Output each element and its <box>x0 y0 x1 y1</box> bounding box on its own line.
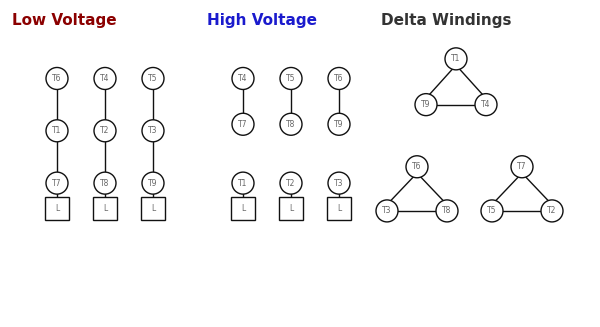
Text: T5: T5 <box>487 206 497 215</box>
Text: T5: T5 <box>148 74 158 83</box>
Text: T9: T9 <box>148 179 158 188</box>
Text: L: L <box>55 204 59 213</box>
FancyBboxPatch shape <box>279 198 303 220</box>
Ellipse shape <box>406 156 428 178</box>
Ellipse shape <box>445 48 467 70</box>
Text: L: L <box>103 204 107 213</box>
Ellipse shape <box>46 67 68 90</box>
Ellipse shape <box>46 120 68 142</box>
Text: T4: T4 <box>481 100 491 109</box>
Text: T6: T6 <box>412 162 422 171</box>
Ellipse shape <box>232 113 254 135</box>
FancyBboxPatch shape <box>231 198 255 220</box>
Text: T1: T1 <box>238 179 248 188</box>
Text: T8: T8 <box>100 179 110 188</box>
FancyBboxPatch shape <box>141 198 165 220</box>
Text: T4: T4 <box>100 74 110 83</box>
Text: T3: T3 <box>334 179 344 188</box>
Ellipse shape <box>142 120 164 142</box>
Ellipse shape <box>328 113 350 135</box>
Text: T2: T2 <box>100 126 110 135</box>
Text: L: L <box>289 204 293 213</box>
Text: T8: T8 <box>286 120 296 129</box>
FancyBboxPatch shape <box>45 198 69 220</box>
Text: T9: T9 <box>421 100 431 109</box>
Text: Delta Windings: Delta Windings <box>381 13 511 28</box>
Ellipse shape <box>142 67 164 90</box>
Ellipse shape <box>142 172 164 194</box>
Ellipse shape <box>280 67 302 90</box>
Ellipse shape <box>415 94 437 116</box>
Text: T8: T8 <box>442 206 452 215</box>
Text: L: L <box>241 204 245 213</box>
Ellipse shape <box>46 172 68 194</box>
Text: T2: T2 <box>547 206 557 215</box>
Ellipse shape <box>481 200 503 222</box>
Text: T1: T1 <box>52 126 62 135</box>
Text: High Voltage: High Voltage <box>207 13 317 28</box>
Ellipse shape <box>475 94 497 116</box>
Text: T2: T2 <box>286 179 296 188</box>
Text: T3: T3 <box>148 126 158 135</box>
Ellipse shape <box>511 156 533 178</box>
Ellipse shape <box>328 67 350 90</box>
Ellipse shape <box>232 67 254 90</box>
Text: T3: T3 <box>382 206 392 215</box>
Text: T6: T6 <box>52 74 62 83</box>
FancyBboxPatch shape <box>93 198 117 220</box>
Text: T6: T6 <box>334 74 344 83</box>
Text: T5: T5 <box>286 74 296 83</box>
Text: L: L <box>151 204 155 213</box>
Ellipse shape <box>376 200 398 222</box>
Text: T9: T9 <box>334 120 344 129</box>
Text: T4: T4 <box>238 74 248 83</box>
Ellipse shape <box>328 172 350 194</box>
Text: T7: T7 <box>517 162 527 171</box>
Ellipse shape <box>94 120 116 142</box>
Text: T7: T7 <box>52 179 62 188</box>
Ellipse shape <box>541 200 563 222</box>
Text: T7: T7 <box>238 120 248 129</box>
Ellipse shape <box>94 67 116 90</box>
FancyBboxPatch shape <box>327 198 351 220</box>
Text: Low Voltage: Low Voltage <box>12 13 116 28</box>
Ellipse shape <box>436 200 458 222</box>
Ellipse shape <box>280 113 302 135</box>
Text: L: L <box>337 204 341 213</box>
Text: T1: T1 <box>451 54 461 63</box>
Ellipse shape <box>232 172 254 194</box>
Ellipse shape <box>94 172 116 194</box>
Ellipse shape <box>280 172 302 194</box>
